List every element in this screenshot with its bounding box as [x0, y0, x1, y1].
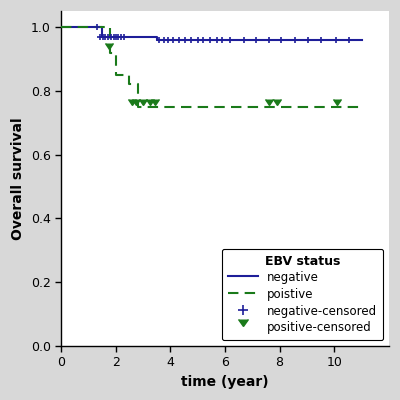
X-axis label: time (year): time (year): [181, 375, 269, 389]
Y-axis label: Overall survival: Overall survival: [11, 117, 25, 240]
Legend: negative, poistive, negative-censored, positive-censored: negative, poistive, negative-censored, p…: [222, 249, 383, 340]
